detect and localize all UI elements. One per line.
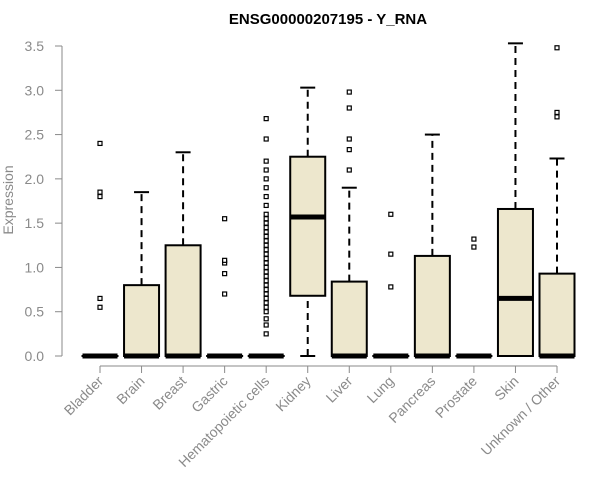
chart-title: ENSG00000207195 - Y_RNA — [229, 11, 427, 28]
outlier-point — [263, 286, 269, 293]
outlier-point — [263, 158, 269, 164]
box-group — [247, 116, 285, 359]
y-axis-label: Expression — [0, 165, 16, 234]
outlier-point — [263, 185, 269, 191]
outlier-point — [222, 271, 228, 277]
outlier-point — [263, 116, 269, 122]
outlier-point — [554, 114, 560, 120]
box-body — [538, 272, 576, 357]
outlier-point — [263, 211, 269, 217]
outlier-point — [263, 309, 269, 315]
x-tick-label: Liver — [323, 373, 356, 406]
outlier-point — [263, 229, 269, 235]
outlier-point — [263, 291, 269, 297]
outlier-point — [263, 316, 269, 322]
outlier-point — [263, 167, 269, 173]
outlier-point — [97, 295, 103, 302]
box-group — [455, 236, 493, 359]
box-group — [413, 133, 451, 359]
outlier-point — [346, 89, 352, 95]
outlier-point — [222, 257, 228, 263]
y-tick-label: 3.0 — [25, 82, 45, 98]
outlier-point — [263, 322, 269, 328]
box-group — [330, 89, 368, 359]
outlier-point — [388, 211, 394, 217]
outlier-point — [263, 295, 269, 302]
outlier-point — [263, 220, 269, 226]
outlier-point — [263, 136, 269, 142]
outlier-point — [263, 242, 269, 248]
outlier-point — [471, 236, 477, 242]
x-tick-label: Prostate — [432, 373, 480, 421]
y-axis: 0.0 0.5 1.0 1.5 2.0 2.5 3.0 3.5 — [25, 38, 63, 364]
box-group — [372, 211, 410, 359]
outlier-point — [346, 167, 352, 173]
outlier-point — [263, 269, 269, 275]
outlier-point — [263, 282, 269, 288]
box-body — [330, 280, 368, 358]
outlier-point — [97, 304, 103, 310]
box-group — [206, 216, 244, 359]
outlier-point — [471, 244, 477, 250]
outlier-point — [263, 202, 269, 209]
outlier-point — [263, 278, 269, 284]
outlier-point — [346, 136, 352, 142]
outlier-point — [388, 251, 394, 257]
box-body — [123, 284, 161, 357]
outlier-point — [97, 193, 103, 200]
y-tick-label: 3.5 — [25, 38, 45, 54]
box-group — [123, 191, 161, 359]
box-body — [289, 155, 327, 297]
y-tick-label: 1.5 — [25, 215, 45, 231]
outlier-point — [346, 147, 352, 153]
x-tick-label: Breast — [149, 373, 189, 413]
outlier-point — [263, 264, 269, 271]
outlier-point — [346, 105, 352, 111]
outlier-point — [97, 140, 103, 147]
x-tick-label: Unknown / Other — [478, 373, 564, 459]
box-body — [496, 207, 534, 357]
outlier-point — [263, 304, 269, 310]
y-tick-label: 2.5 — [25, 127, 45, 143]
y-tick-label: 0.5 — [25, 304, 45, 320]
outlier-point — [263, 193, 269, 200]
outlier-point — [222, 216, 228, 222]
outlier-point — [97, 189, 103, 195]
y-tick-label: 1.0 — [25, 259, 45, 275]
box-group — [164, 151, 202, 359]
box-body — [413, 254, 451, 358]
outlier-point — [263, 238, 269, 244]
outlier-point — [263, 224, 269, 231]
x-tick-label: Bladder — [61, 373, 107, 419]
outlier-point — [222, 291, 228, 297]
x-tick-label: Kidney — [272, 373, 314, 415]
outlier-point — [388, 284, 394, 290]
box-body — [164, 244, 202, 358]
box-group — [538, 45, 576, 359]
outlier-point — [263, 251, 269, 257]
outlier-point — [263, 176, 269, 182]
outlier-point — [263, 216, 269, 222]
outlier-point — [263, 247, 269, 253]
x-tick-label: Brain — [113, 373, 147, 407]
outlier-point — [263, 255, 269, 262]
outlier-point — [263, 260, 269, 266]
outlier-point — [263, 233, 269, 240]
outlier-point — [554, 45, 560, 51]
x-tick-label: Lung — [364, 373, 397, 406]
y-tick-label: 2.0 — [25, 171, 45, 187]
y-tick-label: 0.0 — [25, 348, 45, 364]
outlier-point — [263, 273, 269, 279]
outlier-point — [263, 300, 269, 306]
box-group — [289, 86, 327, 357]
outlier-point — [554, 109, 560, 116]
x-tick-label: Skin — [491, 373, 522, 404]
box-group — [81, 140, 119, 359]
outlier-point — [263, 331, 269, 337]
box-group — [496, 42, 534, 357]
box-series — [81, 42, 576, 359]
